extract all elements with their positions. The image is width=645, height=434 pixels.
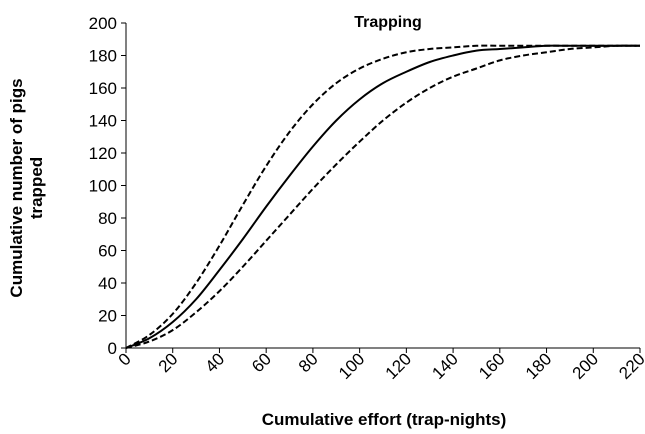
y-tick-label: 160: [89, 79, 117, 98]
x-tick-label: 20: [155, 349, 182, 376]
solid-curve-2: [125, 44, 640, 349]
x-tick-label: 0: [115, 349, 135, 369]
y-tick-label: 100: [89, 177, 117, 196]
y-tick-label: 20: [98, 307, 117, 326]
y-axis-title: Cumulative number of pigs trapped: [7, 78, 46, 297]
y-axis-title-line-2: trapped: [27, 157, 46, 219]
x-tick-label: 80: [295, 349, 322, 376]
x-tick-label: 140: [428, 349, 461, 382]
x-axis-title: Cumulative effort (trap-nights): [262, 410, 507, 429]
chart-title: Trapping: [354, 14, 422, 31]
dashed-curve-3: [125, 44, 641, 349]
x-tick-label: 160: [475, 349, 508, 382]
dashed-curve-1: [125, 44, 640, 349]
y-tick-label: 140: [89, 112, 117, 131]
x-tick-label: 40: [201, 349, 228, 376]
ticks: 0 20 40 60 80 100 120 140 160 180 200 0 20 40 60 80 100 1…: [89, 14, 645, 383]
x-tick-label: 180: [522, 349, 555, 382]
y-tick-label: 0: [108, 339, 117, 358]
x-tick-label: 200: [569, 349, 602, 382]
x-tick-label: 120: [382, 349, 415, 382]
y-axis-title-line-1: Cumulative number of pigs: [7, 78, 26, 297]
x-tick-label: 100: [335, 349, 368, 382]
y-tick-label: 200: [89, 14, 117, 33]
y-tick-label: 180: [89, 47, 117, 66]
x-tick-label: 60: [248, 349, 275, 376]
y-tick-label: 60: [98, 242, 117, 261]
axes: [125, 23, 640, 349]
y-tick-label: 40: [98, 274, 117, 293]
x-tick-label: 220: [615, 349, 645, 382]
y-tick-label: 120: [89, 144, 117, 163]
series: [125, 44, 641, 349]
y-tick-label: 80: [98, 209, 117, 228]
